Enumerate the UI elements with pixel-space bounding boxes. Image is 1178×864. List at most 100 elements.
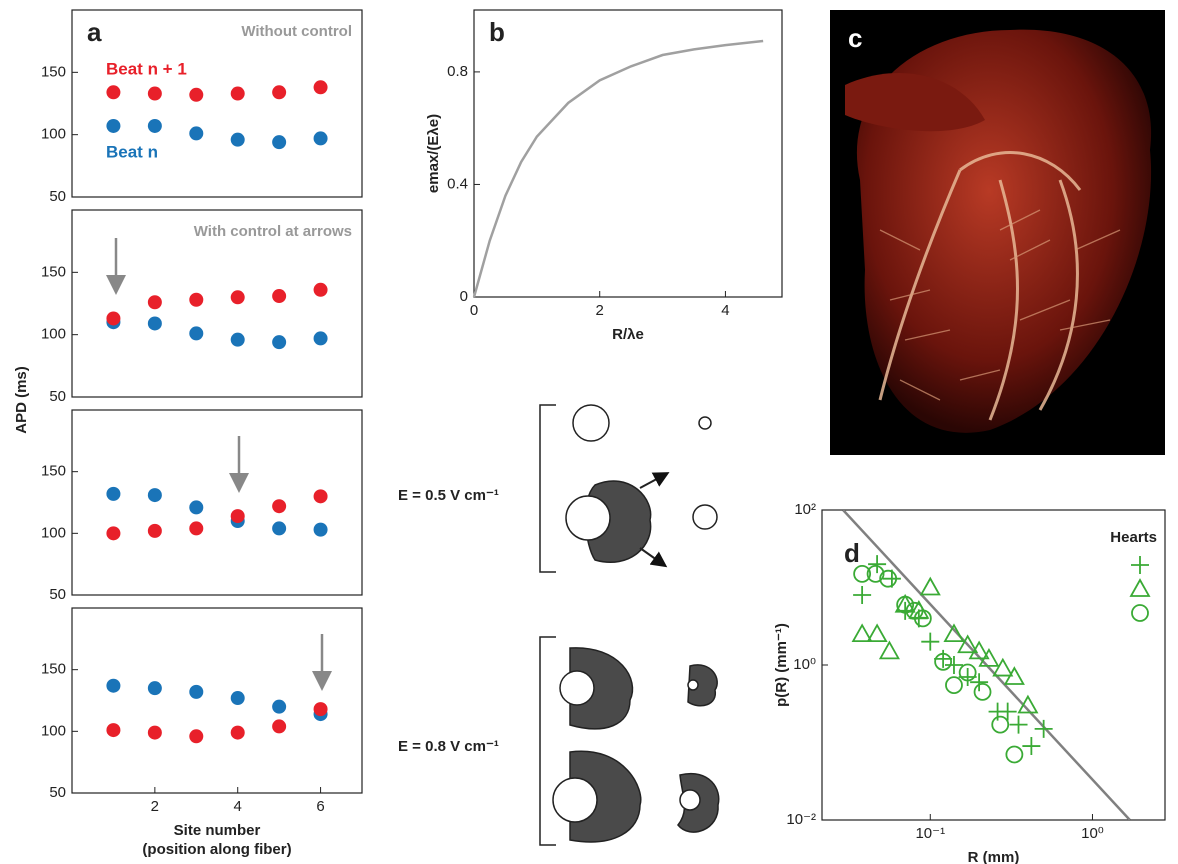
bracket: [539, 404, 556, 573]
point: [313, 702, 328, 717]
plus-marker: [944, 656, 963, 674]
point: [272, 719, 287, 734]
circle-marker: [1131, 604, 1149, 622]
triangle-marker: [866, 623, 888, 643]
point: [230, 725, 245, 740]
x-tick-label: 10⁰: [1081, 825, 1104, 842]
point: [313, 331, 328, 346]
circle: [698, 416, 712, 430]
triangle-marker: [943, 623, 965, 643]
y-axis-label: emax/(Eλe): [425, 114, 442, 193]
point: [313, 80, 328, 95]
y-tick-label: 150: [41, 661, 66, 678]
y-tick-label: 150: [41, 463, 66, 480]
circle-marker: [958, 663, 977, 682]
y-tick-label: 100: [41, 524, 66, 541]
plus-marker: [1009, 715, 1028, 734]
point: [230, 132, 245, 147]
point: [230, 86, 245, 101]
circle: [687, 679, 699, 691]
point: [230, 332, 245, 347]
y-tick-label: 100: [41, 126, 66, 143]
plot-frame: [71, 209, 363, 398]
y-tick-label: 100: [41, 326, 66, 343]
y-tick-label: 0: [460, 288, 468, 305]
point: [189, 684, 204, 699]
legend-title: Hearts: [1110, 529, 1157, 546]
plus-marker: [921, 632, 940, 651]
point: [272, 289, 287, 304]
circle: [679, 789, 701, 811]
atrium: [845, 72, 985, 132]
control-arrows: [106, 238, 332, 691]
annotation: With control at arrows: [194, 223, 352, 240]
point: [272, 335, 287, 350]
circle: [565, 495, 611, 541]
circle-marker: [934, 652, 953, 671]
point: [313, 522, 328, 537]
triangle-marker: [878, 640, 900, 660]
point: [313, 489, 328, 504]
point: [230, 691, 245, 706]
point: [147, 523, 162, 538]
x-tick-label: 2: [151, 798, 159, 815]
triangle-marker: [1017, 694, 1039, 714]
point: [189, 126, 204, 141]
y-tick-label: 0.8: [447, 63, 468, 80]
circle: [572, 404, 610, 442]
point: [272, 499, 287, 514]
point: [272, 521, 287, 536]
x-axis-label: (position along fiber): [142, 841, 291, 858]
blob: [569, 647, 634, 730]
panel-label: b: [489, 17, 505, 47]
point: [147, 118, 162, 133]
x-tick-label: 2: [596, 302, 604, 319]
y-tick-label: 10⁻²: [786, 811, 816, 828]
panel-label: a: [87, 17, 102, 47]
blob: [569, 750, 642, 843]
point: [189, 521, 204, 536]
point: [230, 290, 245, 305]
field-label: E = 0.8 V cm⁻¹: [398, 738, 499, 755]
circle-marker: [866, 564, 885, 583]
triangle-marker: [1129, 578, 1151, 597]
point: [147, 725, 162, 740]
plot-frame: [473, 9, 783, 298]
y-tick-label: 50: [49, 188, 66, 205]
circle-marker: [991, 715, 1010, 734]
plus-marker: [934, 649, 953, 668]
point: [189, 326, 204, 341]
blob: [687, 664, 718, 707]
circle: [692, 504, 718, 530]
point: [106, 678, 121, 693]
point: [147, 86, 162, 101]
plus-marker: [970, 673, 989, 692]
arrow: [639, 547, 668, 568]
triangle-marker: [978, 648, 1000, 667]
legend-label: Beat n + 1: [106, 59, 187, 78]
y-tick-label: 10²: [794, 501, 816, 518]
plot-frame: [71, 9, 363, 198]
panel-label: d: [844, 538, 860, 568]
y-tick-label: 50: [49, 388, 66, 405]
plus-marker: [868, 555, 887, 574]
circle-marker: [879, 569, 898, 588]
plot-frame: [71, 409, 363, 596]
y-axis-label: p(R) (mm⁻¹): [773, 623, 790, 707]
plot-frame: [71, 607, 363, 794]
y-tick-label: 150: [41, 63, 66, 80]
triangle-marker: [968, 640, 990, 660]
point: [272, 85, 287, 100]
plus-marker: [1131, 556, 1149, 574]
annotation: Without control: [241, 23, 352, 40]
point: [272, 699, 287, 714]
legend-label: Beat n: [106, 142, 158, 161]
plus-marker: [853, 586, 872, 605]
triangle-marker: [957, 634, 979, 654]
circle-marker: [896, 595, 915, 614]
point: [106, 526, 121, 541]
x-tick-label: 4: [234, 798, 242, 815]
plus-marker: [1022, 737, 1041, 756]
diagram: [539, 404, 720, 846]
x-tick-label: 0: [470, 302, 478, 319]
